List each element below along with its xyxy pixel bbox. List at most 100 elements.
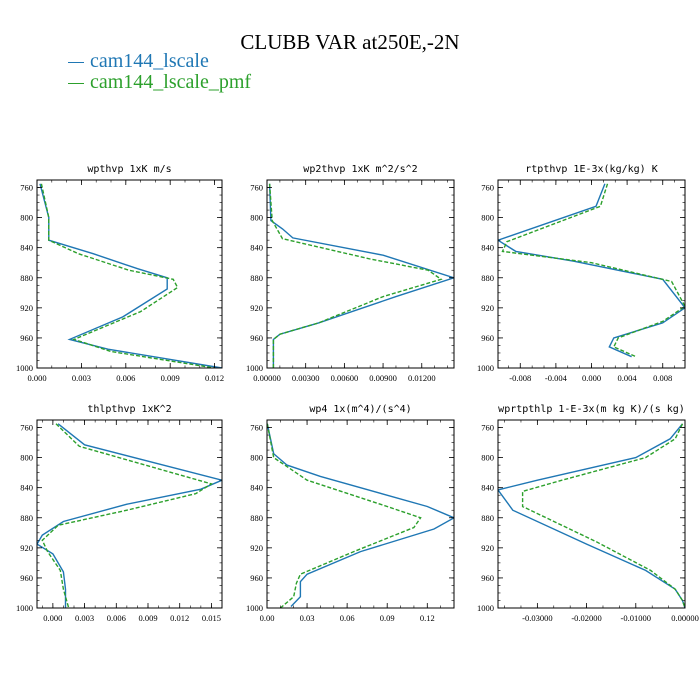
panel-6: wprtpthlp 1-E-3x(m kg K)/(s kg) 760 800 840…	[477, 404, 699, 623]
y-tick-label: 800	[250, 213, 263, 223]
x-tick-label: -0.02000	[571, 613, 601, 623]
x-tick-label: 0.00900	[369, 373, 397, 383]
y-tick-label: 800	[20, 213, 33, 223]
panel-title: wprtpthlp 1-E-3x(m kg K)/(s kg)	[498, 404, 685, 415]
y-tick-label: 1000	[477, 363, 494, 373]
y-tick-label: 800	[20, 453, 33, 463]
y-tick-label: 960	[20, 333, 33, 343]
panel-frame	[36, 419, 223, 609]
panel-title: wp4 1x(m^4)/(s^4)	[309, 404, 411, 415]
x-tick-label: 0.00	[260, 613, 275, 623]
y-tick-label: 1000	[16, 363, 33, 373]
y-tick-label: 960	[481, 573, 494, 583]
y-tick-label: 760	[250, 423, 263, 433]
legend-item-2: cam144_lscale_pmf	[68, 71, 251, 94]
x-tick-label: 0.00000	[253, 373, 281, 383]
series-line-1	[268, 183, 454, 368]
y-tick-label: 920	[250, 543, 263, 553]
y-tick-label: 880	[250, 273, 263, 283]
y-tick-label: 920	[481, 543, 494, 553]
x-tick-label: 0.00600	[331, 373, 359, 383]
x-tick-label: 0.000	[43, 613, 62, 623]
x-tick-label: 0.012	[170, 613, 189, 623]
panel-title: wpthvp 1xK m/s	[87, 164, 171, 175]
x-tick-label: 0.000	[27, 373, 46, 383]
series-line-1	[267, 423, 454, 607]
y-tick-label: 960	[20, 573, 33, 583]
series-line-1	[498, 423, 685, 608]
legend-swatch-2	[68, 82, 84, 84]
legend-label-1: cam144_lscale	[90, 50, 209, 72]
series-line-2	[521, 423, 685, 608]
x-tick-label: -0.03000	[522, 613, 552, 623]
x-tick-label: 0.006	[116, 373, 135, 383]
y-tick-label: 760	[481, 183, 494, 193]
x-tick-label: 0.012	[205, 373, 224, 383]
series-line-2	[268, 183, 443, 368]
y-tick-label: 760	[481, 423, 494, 433]
x-tick-label: 0.12	[420, 613, 435, 623]
x-tick-label: 0.06	[340, 613, 355, 623]
y-tick-label: 960	[250, 333, 263, 343]
x-tick-label: -0.008	[509, 373, 531, 383]
x-tick-label: 0.015	[202, 613, 221, 623]
y-tick-label: 1000	[477, 603, 494, 613]
panel-title: wp2thvp 1xK m^2/s^2	[303, 164, 417, 175]
y-tick-label: 760	[250, 183, 263, 193]
x-tick-label: 0.00300	[292, 373, 320, 383]
series-line-1	[37, 423, 222, 608]
y-tick-label: 960	[481, 333, 494, 343]
panel-frame	[497, 419, 686, 609]
legend-label-2: cam144_lscale_pmf	[90, 71, 252, 93]
y-tick-label: 880	[20, 513, 33, 523]
y-tick-label: 920	[250, 303, 263, 313]
y-tick-label: 800	[481, 213, 494, 223]
y-tick-label: 920	[20, 303, 33, 313]
y-tick-label: 760	[20, 423, 33, 433]
x-tick-label: 0.003	[72, 373, 91, 383]
panel-3: rtpthvp 1E-3x(kg/kg) K 760 800 840 880 920 960…	[477, 164, 686, 383]
series-line-2	[501, 183, 685, 358]
x-tick-label: -0.01000	[621, 613, 651, 623]
series-line-2	[41, 423, 214, 608]
y-tick-label: 1000	[246, 603, 263, 613]
y-tick-label: 840	[250, 243, 263, 253]
y-tick-label: 760	[20, 183, 33, 193]
y-tick-label: 840	[20, 243, 33, 253]
y-tick-label: 920	[481, 303, 494, 313]
x-tick-label: -0.004	[545, 373, 568, 383]
x-tick-label: 0.09	[380, 613, 395, 623]
panel-title: rtpthvp 1E-3x(kg/kg) K	[525, 164, 657, 175]
y-tick-label: 1000	[16, 603, 33, 613]
y-tick-label: 960	[250, 573, 263, 583]
panel-2: wp2thvp 1xK m^2/s^2 760 800 840 880 920 960 100…	[246, 164, 455, 383]
x-tick-label: 0.009	[161, 373, 180, 383]
series-line-2	[267, 423, 422, 608]
y-tick-label: 1000	[246, 363, 263, 373]
figure-title: CLUBB VAR at250E,-2N	[240, 30, 460, 54]
series-line-2	[40, 183, 215, 368]
panel-frame	[36, 179, 223, 369]
x-tick-label: 0.01200	[408, 373, 436, 383]
y-tick-label: 880	[20, 273, 33, 283]
panel-frame	[266, 419, 455, 609]
x-tick-label: 0.03	[300, 613, 315, 623]
x-tick-label: 0.000	[582, 373, 601, 383]
y-tick-label: 920	[20, 543, 33, 553]
y-tick-label: 840	[481, 483, 494, 493]
x-tick-label: 0.008	[653, 373, 672, 383]
x-tick-label: 0.003	[75, 613, 94, 623]
y-tick-label: 880	[481, 513, 494, 523]
y-tick-label: 800	[250, 453, 263, 463]
panel-1: wpthvp 1xK m/s76080084088092096010000.00…	[16, 164, 224, 383]
x-tick-label: 0.00000	[671, 613, 699, 623]
panel-4: thlpthvp 1xK^2 760 800 840 880 920 960 1000 0.00…	[16, 404, 223, 623]
y-tick-label: 840	[481, 243, 494, 253]
y-tick-label: 880	[250, 513, 263, 523]
y-tick-label: 880	[481, 273, 494, 283]
x-tick-label: 0.004	[618, 373, 638, 383]
legend-item-1: cam144_lscale	[68, 50, 209, 73]
legend-swatch-1	[68, 61, 84, 63]
panel-frame	[266, 179, 455, 369]
